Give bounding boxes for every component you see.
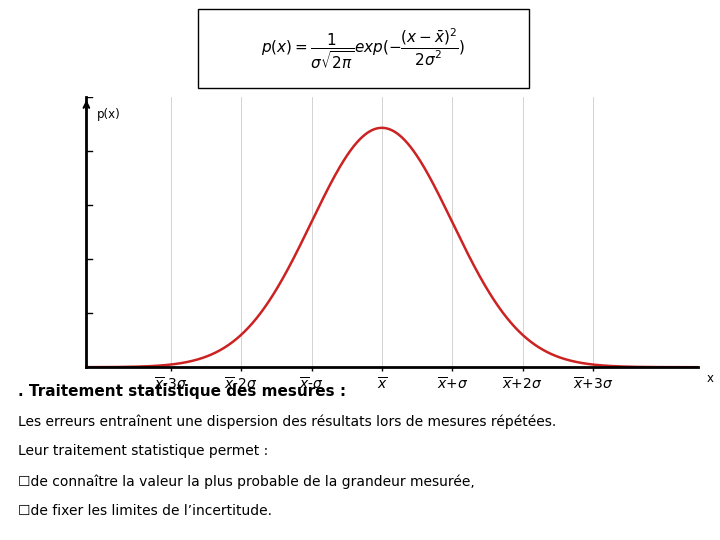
Text: Leur traitement statistique permet :: Leur traitement statistique permet :	[18, 444, 268, 458]
Text: $p(x) = \dfrac{1}{\sigma\sqrt{2\pi}}exp(-\dfrac{(x-\bar{x})^2}{2\sigma^2})$: $p(x) = \dfrac{1}{\sigma\sqrt{2\pi}}exp(…	[261, 26, 466, 71]
Text: p(x): p(x)	[97, 108, 121, 121]
Text: Les erreurs entraînent une dispersion des résultats lors de mesures répétées.: Les erreurs entraînent une dispersion de…	[18, 415, 556, 429]
Text: ☐de connaître la valeur la plus probable de la grandeur mesurée,: ☐de connaître la valeur la plus probable…	[18, 475, 474, 489]
FancyBboxPatch shape	[198, 9, 529, 89]
Text: ☐de fixer les limites de l’incertitude.: ☐de fixer les limites de l’incertitude.	[18, 504, 272, 518]
Text: . Traitement statistique des mesures :: . Traitement statistique des mesures :	[18, 384, 346, 400]
Text: x: x	[707, 372, 714, 385]
